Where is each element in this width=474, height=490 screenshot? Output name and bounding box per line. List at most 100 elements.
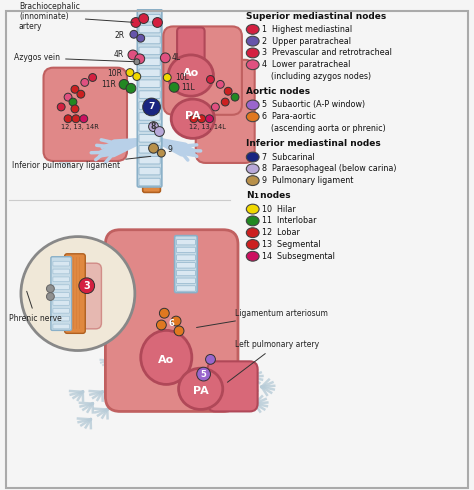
Circle shape — [156, 320, 166, 330]
FancyBboxPatch shape — [53, 300, 70, 305]
FancyBboxPatch shape — [139, 167, 160, 175]
Text: PA: PA — [193, 386, 209, 396]
Circle shape — [71, 85, 79, 93]
Text: Azygos vein: Azygos vein — [14, 53, 134, 62]
Circle shape — [211, 103, 219, 111]
Text: 5: 5 — [201, 369, 207, 379]
FancyBboxPatch shape — [176, 240, 195, 245]
Ellipse shape — [246, 176, 259, 186]
Circle shape — [159, 308, 169, 318]
Circle shape — [171, 316, 181, 326]
Circle shape — [79, 278, 95, 294]
FancyBboxPatch shape — [176, 278, 195, 284]
Text: 10  Hilar: 10 Hilar — [262, 205, 295, 214]
FancyBboxPatch shape — [139, 91, 160, 98]
FancyBboxPatch shape — [177, 27, 205, 65]
Circle shape — [126, 69, 134, 76]
FancyBboxPatch shape — [164, 26, 242, 115]
Circle shape — [126, 83, 136, 93]
Circle shape — [143, 98, 160, 116]
Text: Ligamentum arteriosum: Ligamentum arteriosum — [197, 309, 328, 327]
FancyBboxPatch shape — [139, 14, 160, 22]
Text: 12  Lobar: 12 Lobar — [262, 228, 300, 237]
Text: Ao: Ao — [158, 355, 174, 366]
FancyBboxPatch shape — [139, 123, 160, 131]
Circle shape — [64, 93, 72, 101]
Circle shape — [128, 50, 138, 60]
FancyBboxPatch shape — [176, 255, 195, 260]
FancyBboxPatch shape — [53, 324, 70, 329]
Circle shape — [80, 115, 88, 122]
FancyBboxPatch shape — [52, 263, 101, 329]
FancyBboxPatch shape — [53, 261, 70, 266]
Text: 14  Subsegmental: 14 Subsegmental — [262, 252, 335, 261]
Text: 11R: 11R — [101, 80, 116, 89]
Circle shape — [77, 90, 85, 98]
Circle shape — [21, 237, 135, 350]
Circle shape — [216, 80, 224, 88]
Circle shape — [206, 115, 213, 122]
Ellipse shape — [179, 368, 223, 410]
FancyBboxPatch shape — [143, 26, 160, 193]
Ellipse shape — [168, 55, 213, 96]
FancyBboxPatch shape — [139, 178, 160, 186]
Text: Left pulmonary artery: Left pulmonary artery — [228, 340, 319, 382]
Circle shape — [169, 82, 179, 92]
Ellipse shape — [171, 99, 214, 138]
Text: 1  Highest mediastinal: 1 Highest mediastinal — [262, 25, 352, 34]
Text: 6: 6 — [168, 318, 174, 327]
FancyBboxPatch shape — [53, 293, 70, 297]
Text: Aortic nodes: Aortic nodes — [246, 87, 310, 97]
Text: 7: 7 — [148, 102, 155, 111]
Text: nodes: nodes — [256, 192, 290, 200]
Circle shape — [131, 18, 141, 27]
FancyBboxPatch shape — [139, 113, 160, 120]
Circle shape — [206, 354, 215, 364]
Ellipse shape — [246, 240, 259, 249]
Ellipse shape — [246, 100, 259, 110]
FancyBboxPatch shape — [174, 236, 197, 293]
FancyBboxPatch shape — [139, 58, 160, 66]
FancyBboxPatch shape — [53, 269, 70, 274]
Text: 7  Subcarinal: 7 Subcarinal — [262, 152, 314, 162]
Ellipse shape — [246, 60, 259, 70]
FancyBboxPatch shape — [176, 286, 195, 291]
Circle shape — [197, 367, 210, 381]
Text: Superior mediastinal nodes: Superior mediastinal nodes — [246, 12, 386, 21]
Text: 2R: 2R — [115, 31, 125, 40]
Text: 8: 8 — [151, 122, 156, 131]
Text: 1: 1 — [253, 194, 258, 199]
Text: 11  Interlobar: 11 Interlobar — [262, 217, 316, 225]
FancyBboxPatch shape — [139, 102, 160, 109]
FancyBboxPatch shape — [64, 254, 85, 333]
Circle shape — [149, 122, 158, 131]
Text: 8  Paraesophageal (below carina): 8 Paraesophageal (below carina) — [262, 164, 396, 173]
FancyBboxPatch shape — [137, 9, 162, 187]
Text: 12, 13, 14R: 12, 13, 14R — [61, 123, 99, 129]
Text: (ascending aorta or phrenic): (ascending aorta or phrenic) — [272, 124, 386, 133]
Text: N: N — [246, 192, 254, 200]
FancyBboxPatch shape — [51, 257, 72, 330]
Circle shape — [224, 87, 232, 95]
Text: 11L: 11L — [181, 83, 195, 92]
Circle shape — [64, 115, 72, 122]
Circle shape — [157, 149, 165, 157]
Ellipse shape — [246, 36, 259, 46]
FancyBboxPatch shape — [139, 80, 160, 88]
Circle shape — [190, 115, 198, 122]
FancyBboxPatch shape — [139, 135, 160, 142]
Circle shape — [231, 93, 239, 101]
Circle shape — [89, 74, 97, 81]
Circle shape — [135, 54, 145, 64]
Circle shape — [155, 126, 164, 136]
Text: 10R: 10R — [107, 69, 122, 78]
Circle shape — [149, 143, 158, 153]
Ellipse shape — [141, 330, 192, 385]
Text: 9: 9 — [167, 145, 172, 154]
Circle shape — [137, 34, 145, 42]
Ellipse shape — [246, 251, 259, 261]
FancyBboxPatch shape — [139, 47, 160, 55]
FancyBboxPatch shape — [139, 36, 160, 44]
Circle shape — [134, 59, 140, 65]
Circle shape — [133, 73, 141, 80]
